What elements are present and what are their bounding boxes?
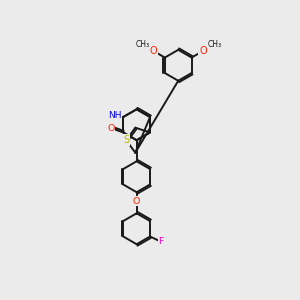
Text: O: O xyxy=(199,46,207,56)
Text: F: F xyxy=(159,237,164,246)
Text: O: O xyxy=(107,124,114,133)
Text: O: O xyxy=(150,46,158,56)
Text: O: O xyxy=(133,196,140,206)
Text: CH₃: CH₃ xyxy=(207,40,221,49)
Text: CH₃: CH₃ xyxy=(135,40,149,49)
Text: S: S xyxy=(123,135,129,145)
Text: NH: NH xyxy=(108,111,122,120)
